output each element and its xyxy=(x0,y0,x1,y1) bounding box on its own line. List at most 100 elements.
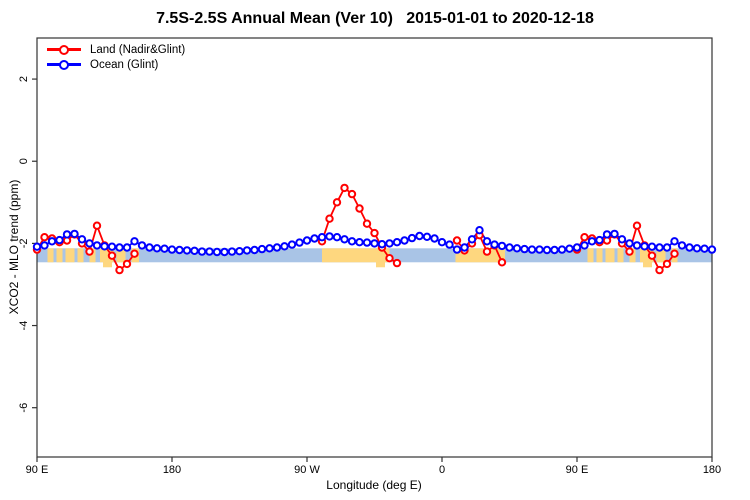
band-land-segment xyxy=(596,248,603,263)
series-point-ocean xyxy=(115,243,124,252)
series-point-ocean xyxy=(70,229,79,239)
series-point-ocean xyxy=(32,242,42,251)
series-point-ocean xyxy=(130,237,139,246)
band-land-segment xyxy=(629,248,636,263)
ocean-line-marker-icon xyxy=(46,59,82,71)
series-point-ocean xyxy=(587,237,597,246)
series-point-ocean xyxy=(242,246,252,255)
series-point-ocean xyxy=(670,237,679,246)
series-point-land xyxy=(392,258,402,268)
series-point-ocean xyxy=(565,244,574,253)
legend-label-ocean: Ocean (Glint) xyxy=(90,58,159,71)
series-point-ocean xyxy=(497,241,507,251)
series-point-ocean xyxy=(700,244,709,253)
series-point-ocean xyxy=(512,244,522,253)
series-point-ocean xyxy=(377,240,387,249)
series-point-ocean xyxy=(632,241,642,250)
series-point-ocean xyxy=(295,238,304,247)
series-point-land xyxy=(130,249,139,258)
series-point-land xyxy=(632,221,642,230)
series-point-ocean xyxy=(707,245,717,254)
series-point-ocean xyxy=(527,245,537,254)
series-point-ocean xyxy=(182,246,192,255)
series-point-land xyxy=(115,265,124,275)
series-point-land xyxy=(92,221,102,230)
y-tick-label: -6 xyxy=(18,403,30,413)
series-point-ocean xyxy=(347,237,357,246)
series-point-ocean xyxy=(100,242,109,251)
series-point-ocean xyxy=(475,226,484,235)
series-point-land xyxy=(662,259,672,269)
series-point-ocean xyxy=(92,241,102,250)
series-point-ocean xyxy=(212,247,222,257)
series-point-ocean xyxy=(280,242,289,251)
series-point-ocean xyxy=(407,233,417,243)
series-point-land xyxy=(355,204,364,213)
band-land-segment xyxy=(47,248,54,263)
band-land-segment xyxy=(65,248,75,263)
series-point-land xyxy=(385,254,394,263)
band-land-segment xyxy=(656,248,666,263)
band-land-deep-segment xyxy=(376,248,385,268)
band-land-deep-segment xyxy=(103,248,112,268)
series-point-ocean xyxy=(325,232,334,241)
y-tick-label: 2 xyxy=(18,76,30,82)
series-point-ocean xyxy=(610,229,619,239)
series-point-ocean xyxy=(47,237,57,246)
series-point-land xyxy=(122,259,132,269)
series-point-ocean xyxy=(370,239,379,248)
series-point-ocean xyxy=(310,234,319,243)
series-point-ocean xyxy=(392,238,402,247)
series-point-ocean xyxy=(535,245,544,254)
series-point-ocean xyxy=(550,245,559,255)
series-point-ocean xyxy=(205,247,214,256)
band-land-segment xyxy=(89,248,96,263)
series-point-land xyxy=(347,189,357,199)
series-point-ocean xyxy=(467,235,477,244)
series-point-ocean xyxy=(302,236,312,245)
series-point-ocean xyxy=(287,240,297,249)
series-point-ocean xyxy=(220,247,229,257)
series-point-ocean xyxy=(265,244,274,253)
band-land-segment xyxy=(617,248,624,263)
band-land-segment xyxy=(587,248,594,263)
series-point-ocean xyxy=(152,244,162,253)
series-point-ocean xyxy=(617,235,627,244)
series-point-ocean xyxy=(505,243,514,252)
x-tick-label: 180 xyxy=(703,464,721,476)
series-point-ocean xyxy=(340,235,349,244)
series-point-ocean xyxy=(625,239,634,248)
series-point-ocean xyxy=(235,247,244,256)
series-point-land xyxy=(325,214,334,223)
series-point-ocean xyxy=(250,245,259,255)
series-point-ocean xyxy=(542,245,552,255)
series-point-ocean xyxy=(437,238,447,247)
series-point-ocean xyxy=(332,233,342,242)
series-point-ocean xyxy=(175,245,184,255)
series-point-ocean xyxy=(257,244,267,254)
series-point-ocean xyxy=(602,230,612,239)
series-point-ocean xyxy=(430,234,439,243)
series-point-ocean xyxy=(160,244,169,253)
series-point-ocean xyxy=(460,243,469,252)
series-point-land xyxy=(655,265,664,275)
series-point-ocean xyxy=(572,243,582,252)
series-point-ocean xyxy=(655,243,664,252)
series-point-ocean xyxy=(452,245,462,254)
series-point-ocean xyxy=(692,244,702,253)
series-point-land xyxy=(482,247,492,256)
series-point-ocean xyxy=(677,241,687,250)
x-tick-label: 90 W xyxy=(294,464,320,476)
series-point-land xyxy=(625,247,634,256)
band-land-segment xyxy=(56,248,63,263)
series-point-ocean xyxy=(317,233,327,242)
series-point-land xyxy=(107,251,117,260)
x-tick-label: 90 E xyxy=(26,464,49,476)
y-tick-label: 0 xyxy=(18,158,30,164)
series-point-ocean xyxy=(137,241,147,250)
series-point-land xyxy=(362,219,372,228)
series-point-land xyxy=(340,183,349,193)
series-point-ocean xyxy=(490,240,499,249)
x-tick-label: 180 xyxy=(163,464,181,476)
